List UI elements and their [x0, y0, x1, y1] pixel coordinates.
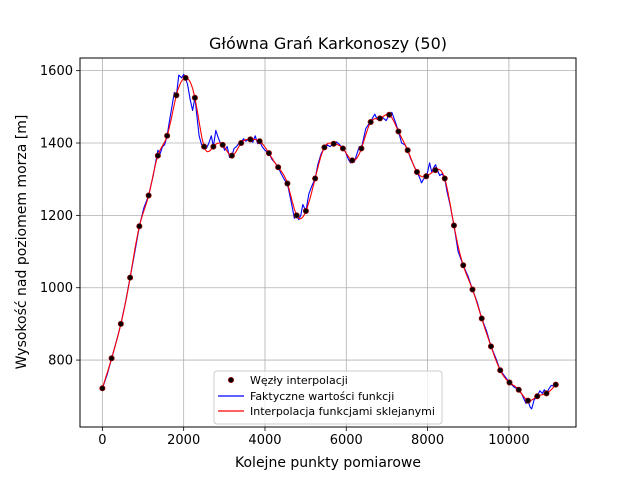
legend-label-nodes: Węzły interpolacji	[250, 374, 348, 387]
y-tick-label: 800	[48, 354, 73, 369]
interpolation-node-point	[330, 140, 337, 147]
interpolation-node-point	[108, 355, 115, 362]
legend: Węzły interpolacji Faktyczne wartości fu…	[213, 370, 443, 425]
interpolation-node-point	[497, 367, 504, 374]
interpolation-node-point	[127, 274, 134, 281]
interpolation-node-point	[552, 381, 559, 388]
interpolation-node-point	[201, 143, 208, 150]
interpolation-node-point	[339, 145, 346, 152]
interpolation-node-point	[506, 379, 513, 386]
legend-label-spline: Interpolacja funkcjami sklejanymi	[250, 405, 435, 418]
interpolation-node-point	[312, 175, 319, 182]
interpolation-node-point	[432, 167, 439, 174]
interpolation-node-point	[460, 262, 467, 269]
interpolation-node-point	[524, 397, 531, 404]
series-group	[99, 73, 559, 410]
y-tick-label: 1400	[40, 137, 73, 152]
interpolation-node-point	[173, 92, 180, 99]
interpolation-node-point	[247, 136, 254, 143]
interpolation-node-point	[450, 222, 457, 229]
interpolation-node-point	[238, 140, 245, 147]
interpolation-node-point	[302, 208, 309, 215]
interpolation-node-point	[210, 143, 217, 150]
interpolation-node-point	[219, 141, 226, 148]
interpolation-node-point	[182, 74, 189, 81]
interpolation-node-point	[321, 144, 328, 151]
y-tick-label: 1200	[40, 209, 73, 224]
legend-marker-nodes	[227, 376, 234, 383]
interpolation-node-point	[145, 192, 152, 199]
interpolation-node-point	[367, 119, 374, 126]
interpolation-node-point	[441, 175, 448, 182]
y-tick-label: 1000	[40, 281, 73, 296]
interpolation-node-point	[265, 150, 272, 157]
interpolation-node-point	[543, 390, 550, 397]
series-spline-line	[101, 77, 557, 402]
interpolation-node-point	[478, 315, 485, 322]
interpolation-node-point	[515, 386, 522, 393]
interpolation-node-point	[487, 343, 494, 350]
interpolation-node-point	[534, 393, 541, 400]
x-tick-label: 4000	[248, 433, 281, 448]
y-axis-label: Wysokość nad poziomem morza [m]	[14, 115, 30, 370]
legend-box	[213, 370, 443, 425]
chart-title: Główna Grań Karkonoszy (50)	[209, 34, 447, 53]
interpolation-node-point	[386, 111, 393, 118]
interpolation-node-point	[293, 212, 300, 219]
plot-frame	[79, 57, 577, 428]
interpolation-node-point	[413, 168, 420, 175]
x-tick-label: 8000	[411, 433, 444, 448]
interpolation-node-point	[136, 223, 143, 230]
interpolation-node-point	[99, 385, 106, 392]
interpolation-node-point	[284, 180, 291, 187]
interpolation-node-point	[376, 115, 383, 122]
interpolation-node-point	[395, 128, 402, 135]
interpolation-node-point	[191, 94, 198, 101]
interpolation-node-point	[349, 157, 356, 164]
legend-label-actual: Faktyczne wartości funkcji	[250, 390, 394, 403]
interpolation-node-point	[154, 152, 161, 159]
plot-area	[80, 58, 576, 427]
interpolation-node-point	[404, 147, 411, 154]
x-tick-label: 10000	[488, 433, 529, 448]
interpolation-node-point	[164, 132, 171, 139]
interpolation-node-point	[117, 320, 124, 327]
interpolation-node-point	[228, 152, 235, 159]
x-axis-label: Kolejne punkty pomiarowe	[235, 455, 421, 471]
interpolation-node-point	[275, 164, 282, 171]
interpolation-node-point	[423, 173, 430, 180]
axis-ticks: 0 2000 4000 6000 8000 10000 800 1000 1200 1400 160…	[40, 64, 530, 448]
interpolation-node-point	[358, 145, 365, 152]
x-tick-label: 0	[98, 433, 106, 448]
y-tick-label: 1600	[40, 64, 73, 79]
x-tick-label: 2000	[167, 433, 200, 448]
interpolation-node-point	[256, 138, 263, 145]
interpolation-node-point	[469, 286, 476, 293]
x-tick-label: 6000	[330, 433, 363, 448]
